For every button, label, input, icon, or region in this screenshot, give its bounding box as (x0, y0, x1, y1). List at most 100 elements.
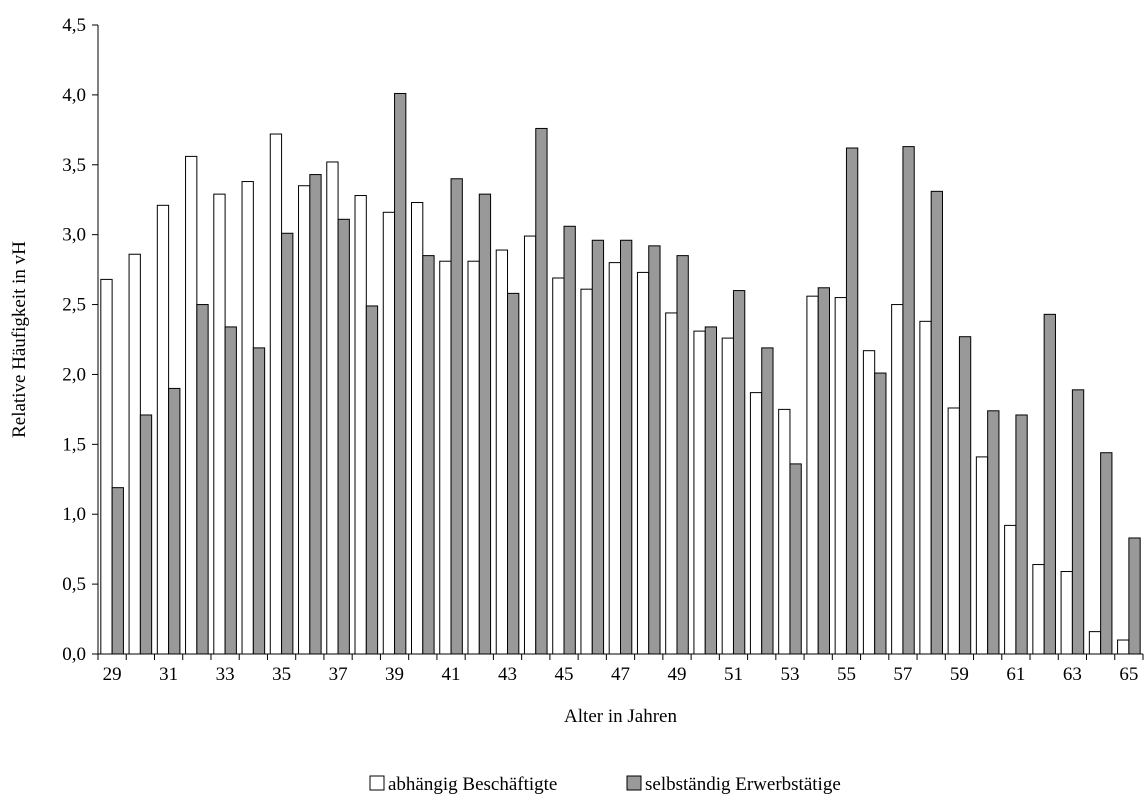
bar-selbstaendig (987, 410, 1000, 655)
bar-selbstaendig (902, 146, 915, 655)
bar-selbstaendig (845, 147, 859, 655)
bar-abhaengig (354, 195, 367, 655)
bar-abhaengig (523, 235, 537, 655)
bar-selbstaendig (535, 127, 548, 655)
bar-selbstaendig (394, 92, 407, 655)
bar-abhaengig (156, 204, 170, 655)
bar-abhaengig (467, 260, 480, 655)
bar-abhaengig (439, 260, 452, 655)
bar-selbstaendig (507, 292, 520, 655)
bar-abhaengig (1060, 571, 1073, 655)
x-tick-label: 29 (103, 664, 122, 685)
x-tick-label: 65 (1119, 664, 1138, 685)
bar-abhaengig (326, 161, 339, 655)
bar-selbstaendig (1100, 452, 1113, 655)
bar-selbstaendig (704, 326, 718, 655)
bar-selbstaendig (620, 239, 633, 655)
bar-selbstaendig (930, 190, 943, 655)
bar-selbstaendig (591, 239, 605, 655)
y-tick-label: 4,0 (62, 85, 86, 106)
x-tick-label: 47 (611, 664, 630, 685)
y-tick-label: 0,5 (62, 574, 86, 595)
bar-selbstaendig (676, 255, 689, 655)
x-tick-label: 51 (724, 664, 743, 685)
x-tick-label: 35 (272, 664, 291, 685)
bar-abhaengig (382, 211, 396, 655)
bar-abhaengig (241, 181, 254, 655)
bar-abhaengig (1117, 639, 1130, 655)
x-tick-label: 49 (667, 664, 686, 685)
bar-abhaengig (128, 253, 141, 655)
legend-swatch-selbstaendig (626, 775, 642, 791)
bar-selbstaendig (139, 414, 153, 655)
bar-abhaengig (1004, 524, 1017, 655)
bar-selbstaendig (450, 178, 463, 655)
legend-label-selbstaendig: selbständig Erwerbstätige (645, 774, 841, 795)
y-tick-label: 4,5 (62, 15, 86, 36)
bar-abhaengig (411, 202, 424, 655)
x-tick-label: 55 (837, 664, 856, 685)
bar-selbstaendig (732, 290, 746, 655)
bar-abhaengig (269, 133, 283, 655)
bar-selbstaendig (365, 305, 379, 655)
x-tick-label: 43 (498, 664, 517, 685)
x-tick-label: 63 (1063, 664, 1082, 685)
bar-selbstaendig (817, 287, 831, 655)
x-tick-label: 31 (159, 664, 178, 685)
bar-abhaengig (298, 185, 311, 655)
y-tick-label: 3,5 (62, 155, 86, 176)
bar-abhaengig (721, 337, 734, 655)
bar-selbstaendig (1071, 389, 1085, 655)
x-tick-label: 57 (893, 664, 912, 685)
bar-selbstaendig (761, 347, 774, 655)
bar-selbstaendig (789, 463, 802, 655)
y-tick-label: 0,0 (62, 644, 86, 665)
bar-selbstaendig (252, 347, 266, 655)
bar-abhaengig (636, 271, 650, 655)
legend: abhängig Beschäftigte selbständig Erwerb… (369, 774, 841, 795)
bar-selbstaendig (1128, 537, 1141, 655)
bar-selbstaendig (337, 218, 350, 655)
bar-abhaengig (1032, 564, 1045, 655)
bar-abhaengig (919, 320, 932, 655)
bar-abhaengig (185, 155, 198, 655)
bar-selbstaendig (478, 193, 492, 655)
bar-selbstaendig (196, 304, 209, 655)
x-axis-ticks: 29 31 33 35 37 39 41 43 45 47 49 51 53 55 57 59 61 63 65 (97, 654, 1144, 685)
bar-selbstaendig (111, 487, 124, 655)
x-tick-label: 41 (442, 664, 461, 685)
bar-abhaengig (100, 278, 113, 655)
bar-selbstaendig (1015, 414, 1028, 655)
y-axis-title: Relative Häufigkeit in vH (9, 241, 30, 438)
y-tick-label: 1,0 (62, 504, 86, 525)
x-tick-label: 45 (555, 664, 574, 685)
y-axis-ticks: 0,0 0,5 1,0 1,5 2,0 2,5 3,0 3,5 4,0 4,5 (62, 15, 98, 665)
legend-label-abhaengig: abhängig Beschäftigte (388, 774, 557, 795)
bars (100, 92, 1141, 655)
bar-abhaengig (552, 277, 565, 655)
bar-selbstaendig (281, 232, 294, 655)
bar-selbstaendig (224, 326, 237, 655)
bar-selbstaendig (958, 336, 972, 655)
bar-abhaengig (862, 350, 876, 655)
bar-abhaengig (1088, 631, 1102, 655)
bar-abhaengig (580, 288, 593, 655)
bar-abhaengig (806, 295, 819, 655)
y-tick-label: 3,0 (62, 225, 86, 246)
x-axis-title: Alter in Jahren (564, 706, 677, 727)
bar-selbstaendig (309, 174, 322, 655)
bar-abhaengig (693, 330, 706, 655)
legend-swatch-abhaengig (369, 775, 385, 791)
x-tick-label: 61 (1006, 664, 1025, 685)
bar-abhaengig (975, 456, 989, 655)
bar-abhaengig (495, 249, 509, 655)
x-tick-label: 53 (780, 664, 799, 685)
bar-selbstaendig (422, 255, 435, 655)
bar-abhaengig (891, 304, 904, 655)
x-tick-label: 59 (950, 664, 969, 685)
bar-abhaengig (608, 262, 622, 655)
y-tick-label: 2,0 (62, 364, 86, 385)
bar-abhaengig (947, 407, 960, 655)
x-tick-label: 39 (385, 664, 404, 685)
